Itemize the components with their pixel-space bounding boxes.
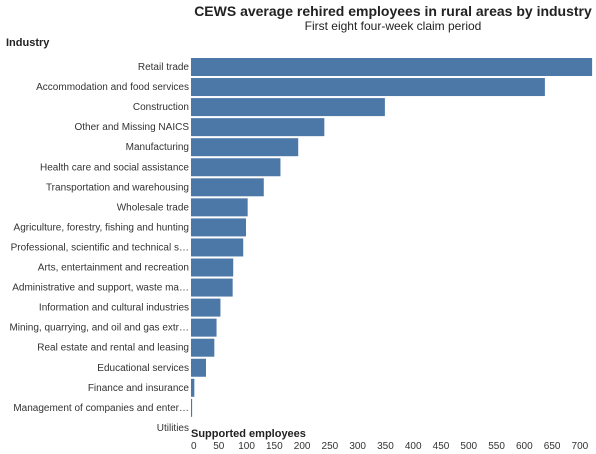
bar	[191, 98, 385, 117]
category-label: Management of companies and enter…	[13, 403, 189, 414]
category-label: Real estate and rental and leasing	[37, 343, 189, 354]
category-label: Construction	[133, 102, 189, 113]
bar	[191, 78, 545, 97]
x-tick-label: 400	[405, 441, 422, 452]
bar	[191, 218, 246, 237]
category-label: Professional, scientific and technical s…	[11, 242, 189, 253]
x-tick-label: 550	[488, 441, 505, 452]
x-tick-label: 600	[516, 441, 533, 452]
category-label: Agriculture, forestry, fishing and hunti…	[14, 222, 189, 233]
bars-group	[191, 58, 593, 417]
category-label: Manufacturing	[126, 142, 189, 153]
category-label: Health care and social assistance	[40, 162, 189, 173]
x-tick-label: 650	[544, 441, 561, 452]
x-tick-label: 50	[213, 441, 225, 452]
category-labels: Retail trade Accommodation and food servi…	[9, 62, 189, 434]
x-tick-label: 300	[349, 441, 366, 452]
bar	[191, 358, 206, 377]
x-tick-label: 100	[238, 441, 255, 452]
x-tick-label: 0	[191, 441, 197, 452]
bar	[191, 58, 593, 76]
category-label: Accommodation and food services	[36, 82, 189, 93]
bar	[191, 118, 325, 137]
x-tick-label: 450	[433, 441, 450, 452]
category-label: Arts, entertainment and recreation	[38, 263, 189, 274]
category-label: Utilities	[157, 423, 189, 434]
category-label: Finance and insurance	[88, 383, 190, 394]
bar	[191, 278, 233, 297]
category-label: Information and cultural industries	[39, 303, 189, 314]
y-axis-title: Industry	[6, 37, 50, 49]
bar	[191, 378, 195, 397]
x-axis-ticks: 0 50 100 150 200 250 300 350 400 450 500 550 600 650 7…	[191, 441, 589, 452]
category-label: Transportation and warehousing	[46, 182, 189, 193]
x-axis-title: Supported employees	[191, 428, 306, 440]
bar	[191, 298, 221, 317]
x-tick-label: 200	[294, 441, 311, 452]
bar	[191, 318, 217, 337]
category-label: Mining, quarrying, and oil and gas extr…	[9, 323, 189, 334]
category-label: Wholesale trade	[117, 202, 190, 213]
x-tick-label: 250	[322, 441, 339, 452]
bar	[191, 178, 264, 197]
x-tick-label: 500	[460, 441, 477, 452]
bar	[191, 198, 248, 217]
category-label: Retail trade	[138, 62, 190, 73]
bar	[191, 158, 281, 177]
x-tick-label: 350	[377, 441, 394, 452]
bar	[191, 258, 234, 277]
bar	[191, 398, 193, 417]
bar	[191, 238, 244, 257]
x-tick-label: 700	[572, 441, 589, 452]
category-label: Other and Missing NAICS	[75, 122, 190, 133]
bar	[191, 138, 299, 157]
category-label: Educational services	[97, 363, 189, 374]
chart-title: CEWS average rehired employees in rural …	[194, 3, 592, 19]
x-tick-label: 150	[266, 441, 283, 452]
chart-subtitle: First eight four-week claim period	[304, 19, 482, 33]
category-label: Administrative and support, waste ma…	[12, 283, 189, 294]
bar	[191, 338, 215, 357]
